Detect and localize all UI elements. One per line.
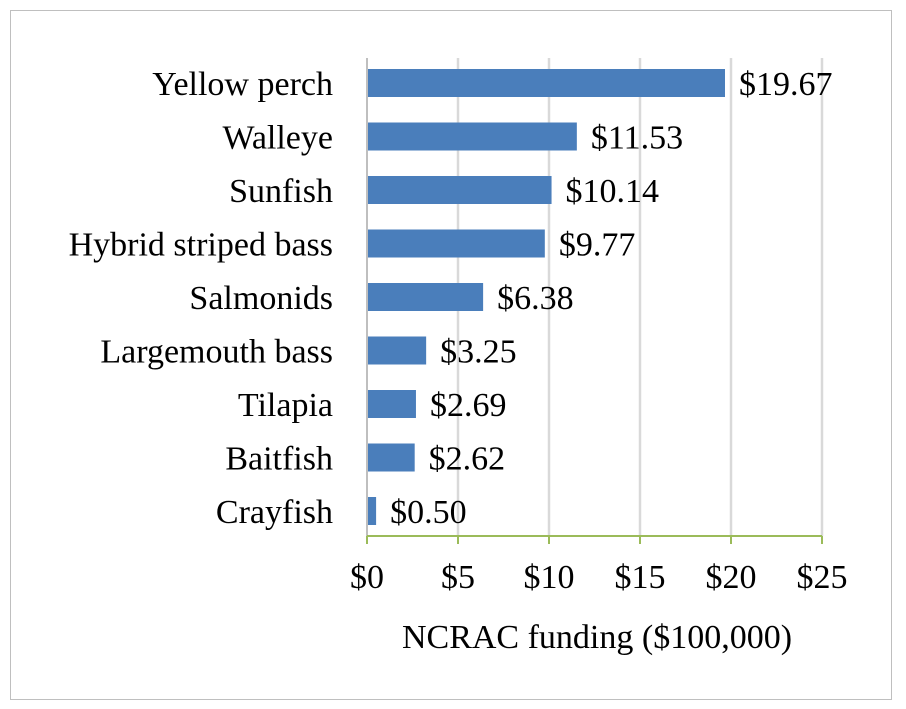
- bar: [367, 497, 377, 525]
- bars: [367, 69, 725, 525]
- bar: [367, 336, 427, 365]
- data-label: $6.38: [497, 280, 573, 317]
- x-axis: $0 $5 $10 $15 $20 $25: [350, 58, 848, 596]
- data-label: $0.50: [390, 494, 467, 531]
- data-label: $11.53: [591, 120, 683, 157]
- bar: [367, 443, 415, 472]
- category-label: Crayfish: [216, 494, 333, 531]
- x-tick-label: $10: [524, 559, 575, 596]
- category-label: Sunfish: [229, 173, 333, 210]
- x-tick-label: $5: [441, 559, 475, 596]
- category-label: Hybrid striped bass: [69, 227, 333, 264]
- bar: [367, 176, 552, 204]
- category-label: Salmonids: [189, 280, 333, 317]
- x-tick-label: $20: [706, 559, 757, 596]
- x-axis-title: NCRAC funding ($100,000): [402, 619, 792, 656]
- x-tick-label: $15: [615, 559, 666, 596]
- category-label: Largemouth bass: [100, 334, 333, 371]
- data-label: $10.14: [566, 173, 660, 210]
- category-label: Baitfish: [225, 441, 333, 478]
- category-label: Yellow perch: [152, 66, 333, 103]
- category-label: Tilapia: [238, 387, 333, 424]
- labels: Yellow perch $19.67 Walleye $11.53 Sunfish $1…: [69, 66, 833, 531]
- data-label: $19.67: [739, 66, 833, 103]
- bar: [367, 390, 416, 418]
- bar: [367, 122, 577, 151]
- data-label: $3.25: [440, 334, 517, 371]
- bar: [367, 229, 545, 258]
- bar: [367, 283, 484, 311]
- data-label: $2.62: [429, 441, 506, 478]
- bar: [367, 69, 725, 97]
- x-tick-label: $0: [350, 559, 384, 596]
- category-label: Walleye: [222, 120, 333, 157]
- data-label: $9.77: [559, 227, 636, 264]
- data-label: $2.69: [430, 387, 507, 424]
- x-tick-label: $25: [797, 559, 848, 596]
